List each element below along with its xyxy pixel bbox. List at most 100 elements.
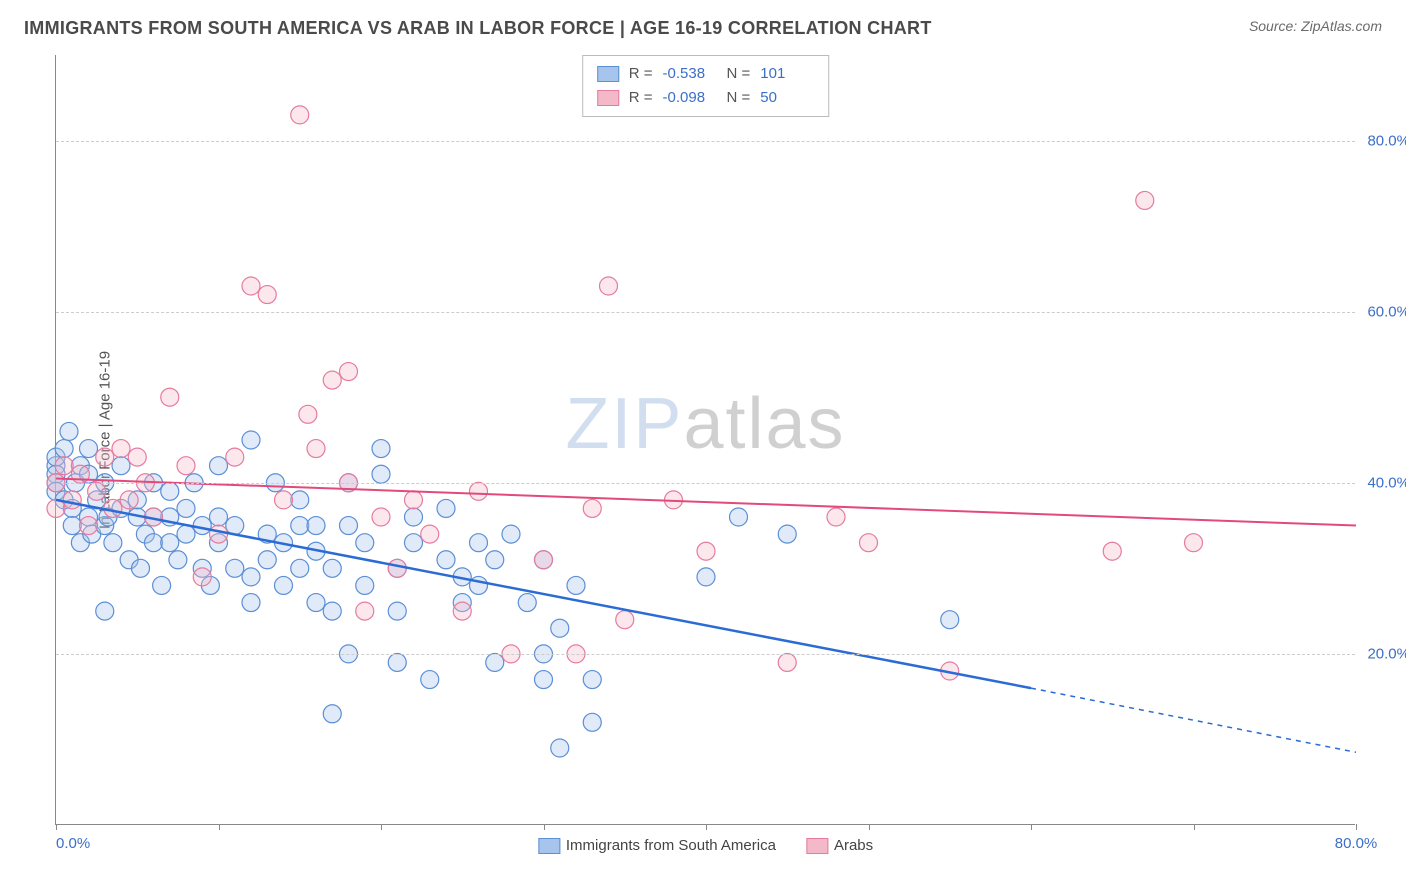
legend-swatch bbox=[597, 66, 619, 82]
scatter-point bbox=[421, 671, 439, 689]
scatter-point bbox=[778, 525, 796, 543]
scatter-point bbox=[1185, 534, 1203, 552]
scatter-point bbox=[388, 559, 406, 577]
chart-title: IMMIGRANTS FROM SOUTH AMERICA VS ARAB IN… bbox=[24, 18, 932, 39]
scatter-point bbox=[600, 277, 618, 295]
scatter-point bbox=[356, 534, 374, 552]
scatter-point bbox=[470, 482, 488, 500]
scatter-point bbox=[388, 653, 406, 671]
scatter-point bbox=[177, 525, 195, 543]
scatter-point bbox=[128, 448, 146, 466]
scatter-point bbox=[567, 576, 585, 594]
gridline bbox=[56, 654, 1355, 655]
scatter-point bbox=[535, 671, 553, 689]
scatter-point bbox=[242, 277, 260, 295]
scatter-point bbox=[242, 431, 260, 449]
y-tick-label: 80.0% bbox=[1367, 132, 1406, 149]
scatter-point bbox=[161, 388, 179, 406]
scatter-point bbox=[486, 653, 504, 671]
legend-swatch bbox=[597, 90, 619, 106]
scatter-point bbox=[96, 448, 114, 466]
stat-r-value: -0.098 bbox=[663, 86, 717, 110]
gridline bbox=[56, 483, 1355, 484]
scatter-point bbox=[307, 594, 325, 612]
scatter-point bbox=[535, 551, 553, 569]
scatter-point bbox=[242, 594, 260, 612]
scatter-point bbox=[275, 576, 293, 594]
stat-n-value: 50 bbox=[760, 86, 814, 110]
scatter-point bbox=[372, 465, 390, 483]
scatter-point bbox=[145, 534, 163, 552]
scatter-point bbox=[323, 371, 341, 389]
scatter-point bbox=[177, 499, 195, 517]
stat-n-label: N = bbox=[727, 86, 751, 110]
scatter-point bbox=[356, 576, 374, 594]
series-legend-label: Immigrants from South America bbox=[566, 837, 776, 854]
series-legend-item: Immigrants from South America bbox=[538, 837, 776, 854]
scatter-point bbox=[112, 440, 130, 458]
series-legend-label: Arabs bbox=[834, 837, 873, 854]
scatter-point bbox=[340, 517, 358, 535]
scatter-point bbox=[486, 551, 504, 569]
regression-line bbox=[56, 479, 1356, 526]
scatter-point bbox=[193, 568, 211, 586]
x-tick-mark bbox=[1356, 824, 1357, 830]
correlation-legend-row: R =-0.538N =101 bbox=[597, 62, 815, 86]
scatter-point bbox=[210, 457, 228, 475]
scatter-point bbox=[210, 508, 228, 526]
x-tick-mark bbox=[706, 824, 707, 830]
scatter-point bbox=[226, 448, 244, 466]
scatter-point bbox=[323, 559, 341, 577]
scatter-point bbox=[307, 440, 325, 458]
scatter-point bbox=[583, 499, 601, 517]
scatter-point bbox=[421, 525, 439, 543]
scatter-point bbox=[120, 491, 138, 509]
stat-n-label: N = bbox=[727, 62, 751, 86]
regression-line-extrapolated bbox=[1031, 688, 1356, 752]
source-attribution: Source: ZipAtlas.com bbox=[1249, 18, 1382, 34]
scatter-point bbox=[177, 457, 195, 475]
scatter-point bbox=[291, 491, 309, 509]
scatter-point bbox=[258, 551, 276, 569]
scatter-point bbox=[470, 534, 488, 552]
scatter-point bbox=[307, 517, 325, 535]
scatter-point bbox=[132, 559, 150, 577]
stat-r-label: R = bbox=[629, 86, 653, 110]
series-legend-item: Arabs bbox=[806, 837, 873, 854]
scatter-point bbox=[372, 508, 390, 526]
scatter-point bbox=[153, 576, 171, 594]
x-tick-mark bbox=[1031, 824, 1032, 830]
scatter-svg bbox=[56, 55, 1355, 824]
scatter-point bbox=[323, 705, 341, 723]
scatter-point bbox=[323, 602, 341, 620]
x-tick-mark bbox=[219, 824, 220, 830]
series-legend: Immigrants from South America Arabs bbox=[538, 837, 873, 854]
scatter-point bbox=[372, 440, 390, 458]
scatter-point bbox=[242, 568, 260, 586]
x-tick-label: 0.0% bbox=[56, 835, 90, 852]
scatter-point bbox=[161, 534, 179, 552]
scatter-point bbox=[88, 482, 106, 500]
scatter-point bbox=[941, 611, 959, 629]
scatter-point bbox=[405, 491, 423, 509]
scatter-point bbox=[860, 534, 878, 552]
scatter-point bbox=[340, 363, 358, 381]
legend-swatch bbox=[538, 838, 560, 854]
scatter-point bbox=[697, 568, 715, 586]
scatter-point bbox=[827, 508, 845, 526]
correlation-legend: R =-0.538N =101R =-0.098N =50 bbox=[582, 55, 830, 117]
scatter-point bbox=[226, 559, 244, 577]
scatter-point bbox=[63, 491, 81, 509]
scatter-point bbox=[583, 713, 601, 731]
scatter-point bbox=[169, 551, 187, 569]
gridline bbox=[56, 312, 1355, 313]
gridline bbox=[56, 141, 1355, 142]
stat-n-value: 101 bbox=[760, 62, 814, 86]
correlation-legend-row: R = -0.098 N = 50 bbox=[597, 86, 815, 110]
scatter-point bbox=[193, 517, 211, 535]
scatter-point bbox=[299, 405, 317, 423]
x-tick-mark bbox=[381, 824, 382, 830]
chart-plot-area: In Labor Force | Age 16-19 ZIPatlas R =-… bbox=[55, 55, 1355, 825]
legend-swatch bbox=[806, 838, 828, 854]
scatter-point bbox=[388, 602, 406, 620]
